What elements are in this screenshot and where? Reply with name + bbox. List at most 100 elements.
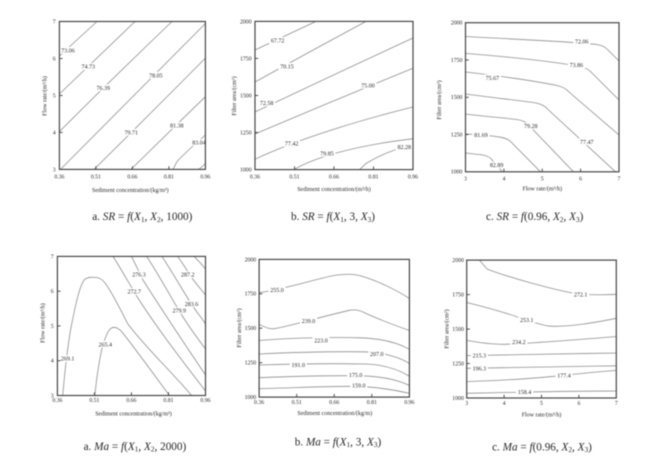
svg-text:1250: 1250 (245, 361, 257, 367)
svg-text:3: 3 (53, 167, 56, 173)
svg-text:1500: 1500 (240, 93, 252, 99)
svg-text:79.71: 79.71 (124, 130, 138, 136)
svg-text:287.2: 287.2 (181, 273, 195, 279)
svg-text:0.81: 0.81 (163, 398, 173, 404)
svg-text:234.2: 234.2 (512, 340, 526, 346)
svg-text:Sediment concentration/(kg/m³): Sediment concentration/(kg/m³) (95, 411, 172, 418)
svg-text:b. Ma = f(X1​, 3, X3​): b. Ma = f(X1​, 3, X3​) (295, 436, 382, 449)
svg-text:6: 6 (579, 176, 582, 182)
svg-text:239.0: 239.0 (302, 319, 316, 325)
svg-text:Flow rate/(m³/h): Flow rate/(m³/h) (522, 412, 562, 419)
svg-text:81.69: 81.69 (474, 133, 488, 139)
svg-text:0.66: 0.66 (329, 175, 339, 181)
svg-text:0.51: 0.51 (89, 398, 99, 404)
svg-text:269.1: 269.1 (61, 357, 75, 363)
svg-text:158.4: 158.4 (518, 390, 532, 396)
svg-text:4: 4 (502, 176, 505, 182)
svg-text:77.47: 77.47 (580, 140, 594, 146)
svg-text:253.1: 253.1 (520, 318, 534, 324)
svg-text:0.51: 0.51 (289, 175, 299, 181)
svg-text:279.9: 279.9 (172, 309, 186, 315)
svg-text:81.38: 81.38 (170, 124, 184, 130)
svg-text:Sediment concentration/(kg/m): Sediment concentration/(kg/m) (297, 410, 372, 417)
svg-text:0.66: 0.66 (127, 175, 137, 181)
svg-text:272.7: 272.7 (128, 290, 142, 296)
svg-text:0.36: 0.36 (54, 175, 64, 181)
svg-text:77.42: 77.42 (285, 141, 299, 147)
svg-text:1250: 1250 (451, 132, 463, 138)
svg-text:1750: 1750 (452, 293, 464, 299)
svg-text:5: 5 (541, 176, 544, 182)
svg-text:1750: 1750 (451, 58, 463, 64)
svg-text:5: 5 (53, 93, 56, 99)
svg-text:175.0: 175.0 (349, 373, 363, 379)
svg-text:3: 3 (51, 393, 54, 399)
svg-text:Sediment concentration/(m³/h): Sediment concentration/(m³/h) (297, 186, 371, 193)
svg-text:6: 6 (53, 56, 56, 62)
svg-text:1750: 1750 (245, 292, 257, 298)
svg-text:0.96: 0.96 (200, 398, 210, 404)
svg-text:1000: 1000 (245, 395, 257, 401)
svg-text:7: 7 (51, 254, 54, 260)
svg-text:3: 3 (464, 176, 467, 182)
svg-text:78.05: 78.05 (149, 73, 163, 79)
svg-text:4: 4 (51, 359, 54, 365)
svg-text:Filter area/(cm²): Filter area/(cm²) (436, 80, 443, 119)
svg-text:76.39: 76.39 (96, 86, 110, 92)
svg-text:72.06: 72.06 (575, 39, 589, 45)
svg-text:7: 7 (618, 176, 621, 182)
svg-text:0.66: 0.66 (126, 398, 136, 404)
svg-text:Flow rate/(m³/h): Flow rate/(m³/h) (42, 76, 49, 116)
svg-text:0.51: 0.51 (292, 400, 302, 406)
svg-text:79.28: 79.28 (524, 124, 538, 130)
svg-text:b. SR = f(X1​, 3, X3​): b. SR = f(X1​, 3, X3​) (291, 211, 375, 224)
svg-text:74.73: 74.73 (81, 65, 95, 71)
svg-text:1500: 1500 (452, 327, 464, 333)
svg-text:0.36: 0.36 (254, 400, 264, 406)
svg-text:0.36: 0.36 (250, 175, 260, 181)
svg-text:Filter area/(cm²): Filter area/(cm²) (231, 76, 238, 115)
svg-text:6: 6 (577, 401, 580, 407)
svg-text:272.1: 272.1 (574, 293, 588, 299)
svg-text:0.51: 0.51 (91, 175, 101, 181)
svg-text:83.04: 83.04 (192, 141, 206, 147)
svg-text:2000: 2000 (451, 21, 463, 27)
svg-text:6: 6 (51, 289, 54, 295)
svg-text:196.3: 196.3 (473, 366, 487, 372)
svg-text:Flow rate/(m³/h): Flow rate/(m³/h) (522, 186, 562, 193)
svg-text:5: 5 (540, 401, 543, 407)
svg-text:c. Ma = f(0.96, X2​, X3​): c. Ma = f(0.96, X2​, X3​) (492, 441, 592, 454)
svg-text:0.96: 0.96 (404, 400, 414, 406)
svg-text:2000: 2000 (452, 258, 464, 264)
svg-text:c. SR = f(0.96, X2​, X3​): c. SR = f(0.96, X2​, X3​) (486, 211, 584, 224)
svg-text:223.0: 223.0 (314, 339, 328, 345)
svg-text:215.3: 215.3 (473, 354, 487, 360)
svg-text:1500: 1500 (451, 95, 463, 101)
svg-text:2000: 2000 (240, 19, 252, 25)
svg-text:0.96: 0.96 (408, 175, 418, 181)
svg-text:67.72: 67.72 (271, 39, 285, 45)
svg-text:1000: 1000 (451, 170, 463, 176)
svg-text:4: 4 (53, 130, 56, 136)
svg-text:Flow rate/(m³/h): Flow rate/(m³/h) (39, 303, 46, 343)
svg-text:1000: 1000 (240, 168, 252, 174)
svg-text:4: 4 (503, 401, 506, 407)
svg-text:1250: 1250 (240, 130, 252, 136)
svg-text:75.00: 75.00 (361, 83, 375, 89)
svg-text:Filter area/(cm²): Filter area/(cm²) (444, 309, 451, 348)
svg-text:73.06: 73.06 (61, 48, 75, 54)
svg-text:72.58: 72.58 (260, 101, 274, 107)
svg-text:0.81: 0.81 (368, 175, 378, 181)
svg-text:1250: 1250 (452, 361, 464, 367)
svg-text:5: 5 (51, 324, 54, 330)
svg-text:73.86: 73.86 (570, 63, 584, 69)
svg-text:0.66: 0.66 (329, 400, 339, 406)
svg-text:1750: 1750 (240, 56, 252, 62)
svg-text:79.85: 79.85 (320, 152, 334, 158)
svg-text:a. SR = f(X1​, X2​, 1000): a. SR = f(X1​, X2​, 1000) (92, 211, 192, 224)
svg-text:7: 7 (53, 19, 56, 25)
svg-text:0.96: 0.96 (200, 175, 210, 181)
svg-text:7: 7 (615, 401, 618, 407)
svg-text:Sediment concentration/(kg/m³): Sediment concentration/(kg/m³) (92, 187, 169, 194)
svg-text:70.15: 70.15 (280, 64, 294, 70)
